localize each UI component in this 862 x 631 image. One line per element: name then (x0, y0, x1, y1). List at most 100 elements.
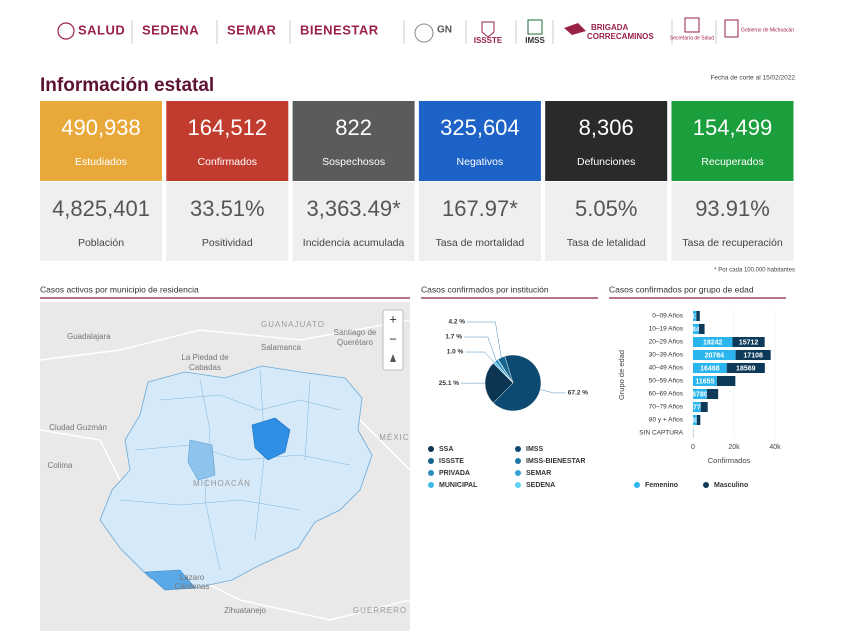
stat-label: Positividad (202, 237, 253, 249)
logo: BIENESTAR (300, 22, 379, 37)
kpi-label: Sospechosos (322, 156, 385, 168)
kpi-value: 325,604 (440, 115, 520, 140)
legend-swatch (515, 446, 521, 452)
leader-line (467, 321, 502, 358)
map-label: Zihuatanejo (224, 606, 266, 615)
legend-swatch (703, 482, 709, 488)
logo-icon (57, 22, 75, 40)
logo: ISSSTE (474, 36, 503, 45)
section-title: Casos confirmados por grupo de edad (609, 284, 754, 294)
data-label: 2847 (688, 326, 704, 333)
legend-swatch (428, 458, 434, 464)
map-label: Guadalajara (67, 332, 111, 341)
map-label: GUERRERO (353, 606, 407, 615)
kpi-value: 490,938 (61, 115, 141, 140)
map[interactable]: GUANAJUATO Guadalajara Santiago de Queré… (40, 302, 417, 631)
section-title: Casos activos por municipio de residenci… (40, 284, 199, 294)
legend-label: ISSSTE (439, 458, 464, 465)
x-tick-label: 0 (691, 444, 695, 451)
logo-icon (724, 19, 739, 38)
pie-label: 1.0 % (447, 349, 464, 356)
cutoff-date: Fecha de corte al 15/02/2022 (710, 75, 795, 82)
municipality-high (251, 417, 291, 461)
stat-card (545, 182, 668, 261)
zoom-control (382, 309, 404, 371)
logo: CORRECAMINOS (587, 32, 654, 41)
kpi-card (545, 101, 668, 181)
logo-icon (414, 23, 434, 43)
data-label: 19242 (703, 339, 723, 346)
pie-label: 25.1 % (439, 380, 459, 387)
bar-segment (693, 363, 727, 373)
y-tick-label: 50–59 Años (649, 378, 684, 385)
footnote: * Por cada 100,000 habitantes (714, 268, 795, 274)
legend-label: MUNICIPAL (439, 482, 478, 489)
legend-swatch (515, 482, 521, 488)
map-road (40, 319, 410, 621)
y-axis-title: Grupo de edad (617, 350, 626, 400)
map-label: Cárdenas (175, 582, 210, 591)
map-label: Cabadas (189, 363, 221, 372)
stat-value: 3,363.49* (306, 196, 401, 221)
bar-segment (693, 415, 697, 425)
map-label: Colima (48, 461, 73, 470)
data-label: 11655 (695, 378, 714, 385)
legend-label: SEMAR (526, 470, 551, 477)
stat-card (292, 182, 415, 261)
leader-line (465, 351, 495, 363)
map-label: Querétaro (337, 338, 374, 347)
pie-slice (493, 354, 542, 412)
legend-label: SEDENA (526, 482, 555, 489)
data-label: 3771 (689, 404, 705, 411)
kpi-label: Confirmados (198, 156, 258, 168)
y-tick-label: 0–09 Años (652, 313, 683, 320)
y-tick-label: 30–39 Años (649, 352, 684, 359)
stat-value: 5.05% (575, 196, 637, 221)
bar-segment (693, 350, 736, 360)
bar-segment (726, 363, 765, 373)
bar-segment (696, 415, 701, 425)
map-label: MICHOACÁN (193, 479, 251, 488)
stat-label: Tasa de mortalidad (436, 237, 525, 249)
zoom-in[interactable]: + (389, 311, 397, 326)
bar-segment (693, 389, 707, 399)
data-label: 1617 (687, 313, 703, 320)
map-label: GUANAJUATO (261, 320, 325, 329)
bar-segment (696, 311, 700, 321)
section-title: Casos confirmados por institución (421, 284, 549, 294)
map-label: MÉXICO (379, 433, 417, 442)
stat-card (671, 182, 794, 261)
logo: Gobierno de Michoacán (741, 27, 794, 33)
legend-swatch (428, 482, 434, 488)
pie-slice (492, 362, 514, 384)
legend-label: PRIVADA (439, 470, 470, 477)
map-label: Santiago de (334, 328, 377, 337)
x-tick-label: 20k (728, 444, 740, 451)
legend-label: Femenino (645, 482, 678, 489)
y-tick-label: 80 y + Años (649, 417, 684, 424)
y-tick-label: 10–19 Años (649, 326, 684, 333)
y-tick-label: 40–49 Años (649, 365, 684, 372)
y-tick-label: 20–29 Años (649, 339, 684, 346)
logo: SEDENA (142, 22, 199, 37)
zoom-out[interactable]: − (389, 331, 397, 346)
kpi-card (418, 101, 541, 181)
logo-icon (564, 23, 586, 35)
map-label: La Piedad de (181, 353, 229, 362)
legend-swatch (428, 446, 434, 452)
kpi-value: 164,512 (188, 115, 268, 140)
pie-label: 67.2 % (568, 390, 588, 397)
stat-value: 167.97* (442, 196, 518, 221)
stat-label: Tasa de recuperación (682, 237, 783, 249)
legend-swatch (428, 470, 434, 476)
legend-swatch (634, 482, 640, 488)
data-label: 17108 (743, 352, 763, 359)
y-tick-label: SIN CAPTURA (639, 430, 683, 437)
stat-label: Incidencia acumulada (303, 237, 405, 249)
compass[interactable] (390, 354, 396, 362)
kpi-label: Negativos (457, 156, 504, 168)
x-tick-label: 40k (769, 444, 781, 451)
page-title: Información estatal (40, 75, 214, 96)
stat-card (166, 182, 289, 261)
bar-segment (693, 324, 699, 334)
